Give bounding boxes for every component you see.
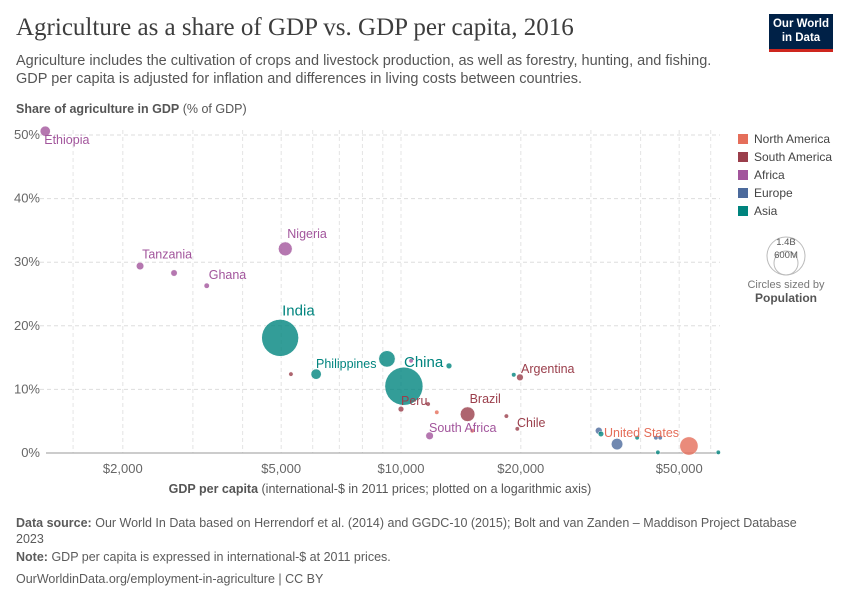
data-point [278, 241, 293, 257]
data-point [469, 428, 475, 434]
data-point [425, 431, 434, 440]
point-label: Argentina [521, 362, 575, 376]
point-label: Ethiopia [44, 133, 89, 147]
point-label: Tanzania [142, 247, 192, 261]
footer-url[interactable]: OurWorldinData.org/employment-in-agricul… [16, 572, 324, 586]
data-point [261, 319, 299, 357]
data-point [397, 406, 405, 413]
legend-swatch [738, 170, 748, 180]
y-axis-label: Share of agriculture in GDP (% of GDP) [16, 102, 247, 116]
data-point [445, 362, 453, 369]
data-point [655, 449, 661, 455]
point-label: Brazil [470, 392, 501, 406]
data-point [434, 409, 440, 415]
data-point [39, 125, 51, 137]
data-point [203, 282, 210, 289]
x-tick-label: $10,000 [378, 461, 425, 476]
point-label: Philippines [316, 357, 376, 371]
point-label: Ghana [209, 268, 247, 282]
point-label: China [404, 354, 444, 371]
data-source: Data source: Our World In Data based on … [16, 516, 797, 546]
x-tick-label: $2,000 [103, 461, 143, 476]
owid-logo[interactable]: Our World in Data [769, 14, 833, 52]
legend-label: South America [754, 150, 833, 164]
point-label: India [282, 302, 315, 319]
data-point [425, 401, 431, 407]
point-label: United States [604, 426, 679, 440]
x-tick-label: $5,000 [261, 461, 301, 476]
svg-text:600M: 600M [774, 250, 798, 261]
y-tick-label: 10% [14, 381, 40, 396]
legend-item[interactable]: Europe [738, 184, 832, 202]
legend-item[interactable]: Asia [738, 202, 832, 220]
x-axis-label: GDP per capita (international-$ in 2011 … [169, 482, 592, 496]
y-tick-label: 30% [14, 254, 40, 269]
y-tick-label: 40% [14, 191, 40, 206]
chart-title: Agriculture as a share of GDP vs. GDP pe… [16, 14, 574, 41]
note: Note: GDP per capita is expressed in int… [16, 550, 391, 564]
size-legend-circles: 1.4B 600M [766, 236, 806, 276]
legend-item[interactable]: South America [738, 148, 832, 166]
chart-subtitle: Agriculture includes the cultivation of … [16, 53, 712, 87]
point-label: Chile [517, 416, 546, 430]
y-tick-label: 0% [21, 445, 40, 460]
data-point [384, 366, 424, 406]
y-tick-label: 20% [14, 318, 40, 333]
svg-text:1.4B: 1.4B [776, 237, 796, 248]
x-tick-label: $20,000 [497, 461, 544, 476]
legend: North America South America Africa Europe As… [738, 130, 832, 220]
data-point [611, 438, 624, 451]
data-point [310, 368, 322, 380]
data-point [288, 371, 294, 377]
legend-label: Africa [754, 168, 785, 182]
x-tick-label: $50,000 [656, 461, 703, 476]
size-caption: Circles sized by [747, 279, 825, 291]
legend-swatch [738, 134, 748, 144]
data-point [460, 406, 476, 422]
legend-label: North America [754, 132, 831, 146]
legend-item[interactable]: Africa [738, 166, 832, 184]
point-label: Peru [401, 394, 427, 408]
point-label: South Africa [429, 421, 496, 435]
data-point [511, 372, 517, 378]
data-point [514, 426, 520, 432]
data-point [516, 373, 524, 381]
point-label: Nigeria [287, 227, 327, 241]
data-point [170, 269, 178, 277]
data-point [657, 435, 663, 441]
legend-label: Europe [754, 186, 793, 200]
data-point [715, 449, 721, 455]
data-point [597, 430, 604, 437]
data-point [679, 436, 699, 456]
legend-swatch [738, 188, 748, 198]
data-point [378, 350, 396, 368]
data-point [136, 262, 145, 271]
data-point [634, 435, 640, 441]
data-point [503, 413, 509, 419]
data-point [408, 358, 414, 364]
legend-item[interactable]: North America [738, 130, 832, 148]
legend-label: Asia [754, 204, 778, 218]
size-legend: 1.4B 600M Circles sized by Population [738, 236, 834, 305]
y-tick-label: 50% [14, 127, 40, 142]
size-variable: Population [755, 291, 817, 305]
legend-swatch [738, 152, 748, 162]
legend-swatch [738, 206, 748, 216]
